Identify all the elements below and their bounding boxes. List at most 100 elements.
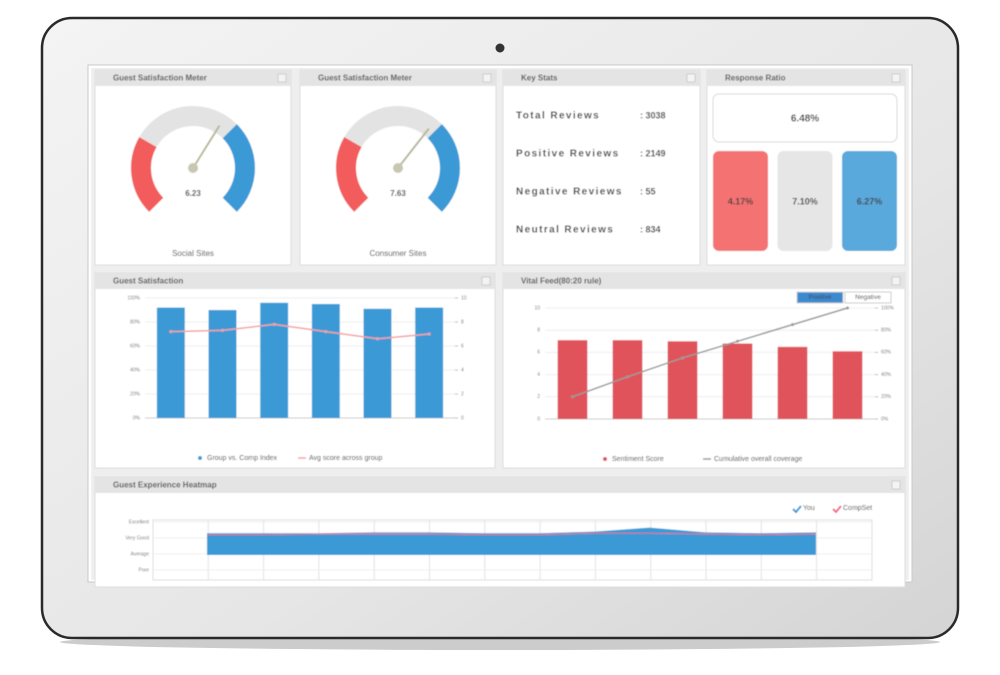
- legend-label: CompSet: [843, 505, 872, 512]
- panel-icon: [277, 73, 287, 83]
- legend-label: Cumulative overall coverage: [714, 456, 802, 463]
- ratio-overall-box: [712, 93, 898, 143]
- y-tick-label: Average: [130, 551, 149, 557]
- line-point: [571, 395, 574, 399]
- y-tick-label: Poor: [138, 567, 149, 573]
- panel-title: Guest Experience Heatmap: [113, 481, 217, 490]
- gauge-red: [336, 137, 369, 212]
- bar: [363, 308, 392, 418]
- gauge-value: 6.23: [185, 189, 201, 198]
- panel-icon: [481, 276, 491, 286]
- y-tick-label: 2: [537, 394, 540, 400]
- stat-value: : 55: [640, 186, 656, 196]
- ratio-label: 7.10%: [792, 196, 818, 206]
- bar: [311, 304, 340, 418]
- stat-label: Neutral Reviews: [516, 225, 614, 236]
- gauge-needle: [192, 125, 221, 169]
- legend-icon: [792, 505, 802, 514]
- line-series: [207, 532, 816, 536]
- gauge-needle: [397, 127, 430, 169]
- stat-label: Total Reviews: [516, 111, 600, 122]
- y2-tick-label: 8: [461, 319, 464, 325]
- panel-title: Vital Feed(80:20 rule): [521, 277, 602, 286]
- panel-title: Guest Satisfaction Meter: [318, 74, 412, 83]
- legend-swatch: [198, 456, 202, 460]
- panel-title: Key Stats: [521, 74, 558, 83]
- ratio-box: [777, 151, 833, 251]
- gauge-red: [131, 137, 164, 212]
- y-tick-label: 0%: [133, 415, 141, 421]
- legend-label: You: [803, 505, 815, 512]
- stat-value: : 834: [640, 224, 661, 234]
- panel-icon: [891, 73, 901, 83]
- y2-tick-label: 4: [461, 367, 464, 373]
- stat-value: : 2149: [640, 148, 666, 158]
- y-tick-label: 4: [537, 372, 540, 378]
- gauge-blue: [427, 124, 460, 212]
- stat-label: Negative Reviews: [516, 187, 623, 198]
- ratio-box: [713, 151, 768, 251]
- y2-tick-label: 2: [461, 391, 464, 397]
- panel-header: [503, 70, 700, 86]
- ratio-overall: 6.48%: [791, 114, 819, 125]
- stat-label: Positive Reviews: [516, 149, 620, 160]
- y-tick-label: Very Good: [125, 535, 149, 541]
- gauge-caption: Social Sites: [172, 249, 214, 258]
- y-tick-label: 20%: [130, 391, 141, 397]
- ratio-label: 4.17%: [728, 196, 754, 206]
- line-point: [846, 306, 849, 310]
- gauge-blue: [222, 124, 255, 212]
- bar: [208, 310, 237, 418]
- legend-label: Sentiment Score: [612, 456, 664, 463]
- legend-label: Group vs. Comp Index: [207, 455, 278, 462]
- line-point: [272, 322, 276, 326]
- panel: [94, 476, 906, 588]
- bar: [415, 307, 444, 418]
- y-tick-label: 6: [537, 350, 540, 356]
- y2-tick-label: 60%: [881, 350, 892, 356]
- y2-tick-label: 20%: [881, 394, 892, 400]
- y-tick-label: 100%: [127, 295, 140, 301]
- line-point: [221, 328, 224, 332]
- toggle-button[interactable]: [796, 291, 844, 304]
- camera: [495, 43, 505, 53]
- y-tick-label: 60%: [130, 343, 141, 349]
- ratio-label: 6.27%: [857, 196, 883, 206]
- line-point: [681, 356, 684, 360]
- gauge-value: 7.63: [390, 189, 406, 198]
- panel-icon: [686, 73, 696, 83]
- line-point: [376, 337, 379, 341]
- panel-title: Guest Satisfaction: [113, 277, 183, 286]
- bar: [832, 351, 863, 419]
- panel-icon: [891, 276, 901, 286]
- ratio-box: [842, 151, 897, 251]
- y-tick-label: 10: [534, 305, 540, 311]
- gauge-gray: [139, 106, 237, 148]
- line-series: [572, 307, 848, 398]
- panel-header: [300, 70, 496, 86]
- bar: [777, 346, 808, 419]
- line-point: [427, 332, 431, 336]
- y-tick-label: 40%: [130, 367, 141, 373]
- gauge-gray: [344, 106, 442, 148]
- bar: [722, 343, 753, 419]
- line-series: [170, 323, 430, 340]
- bar: [667, 341, 698, 419]
- y2-tick-label: 10: [461, 295, 467, 301]
- panel-icon: [891, 480, 901, 490]
- legend-label: Avg score across group: [309, 455, 383, 462]
- toggle-button[interactable]: [844, 291, 892, 304]
- y-tick-label: Excellent: [129, 519, 150, 525]
- y-tick-label: 0: [537, 416, 540, 422]
- panel-header: [95, 70, 291, 86]
- legend-swatch: [603, 457, 607, 461]
- y2-tick-label: 80%: [881, 328, 892, 334]
- panel-header: [503, 273, 905, 289]
- toggle-label: Negative: [855, 294, 881, 301]
- gauge-hub: [393, 163, 403, 173]
- panel-header: [95, 477, 905, 493]
- y2-tick-label: 100%: [881, 305, 894, 311]
- panel-header: [95, 273, 495, 289]
- stat-value: : 3038: [640, 110, 666, 120]
